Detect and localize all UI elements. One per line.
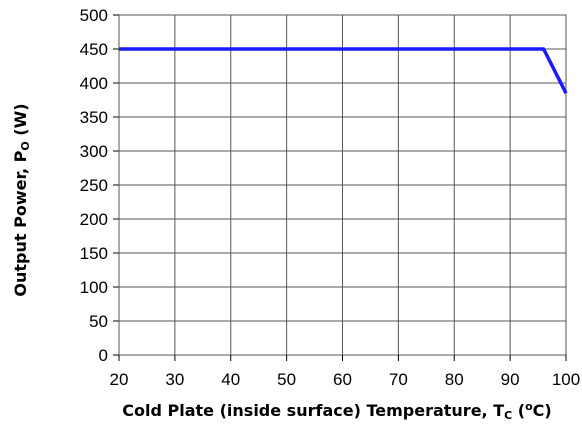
series-layer	[119, 47, 568, 94]
x-tick-label: 30	[165, 370, 184, 389]
grid	[113, 14, 567, 361]
x-axis-label-unit: C)	[533, 401, 552, 420]
y-tick-label: 100	[80, 278, 108, 297]
y-tick-label: 0	[99, 346, 108, 365]
y-tick-label: 150	[80, 244, 108, 263]
y-tick-label: 300	[80, 142, 108, 161]
y-axis-label: Output Power, PO (W)	[11, 103, 32, 296]
x-tick-label: 60	[333, 370, 352, 389]
y-axis-label-unit: (W)	[11, 103, 30, 141]
x-tick-label: 70	[389, 370, 408, 389]
x-tick-label: 80	[445, 370, 464, 389]
y-tick-label: 50	[89, 312, 108, 331]
x-tick-label: 90	[501, 370, 520, 389]
x-axis-label-main: Cold Plate (inside surface) Temperature,…	[122, 401, 504, 420]
tick-labels: 0 50 100 150 200 250 300 350 400 450 500 20 30 40 50 60…	[80, 6, 581, 389]
x-axis-label-paren: (	[512, 401, 525, 420]
y-tick-label: 200	[80, 210, 108, 229]
y-tick-label: 500	[80, 6, 108, 25]
x-axis-label-superscript: o	[525, 400, 533, 413]
x-tick-label: 20	[110, 370, 129, 389]
y-tick-label: 450	[80, 40, 108, 59]
x-tick-label: 50	[277, 370, 296, 389]
y-axis-label-subscript: O	[19, 141, 32, 150]
x-tick-label: 100	[552, 370, 580, 389]
y-tick-label: 250	[80, 176, 108, 195]
y-axis-label-main: Output Power, P	[11, 150, 30, 296]
x-axis-label: Cold Plate (inside surface) Temperature,…	[122, 400, 551, 422]
y-tick-label: 350	[80, 108, 108, 127]
y-tick-label: 400	[80, 74, 108, 93]
series-line-0	[119, 47, 568, 94]
x-tick-label: 40	[221, 370, 240, 389]
x-axis-label-subscript: C	[504, 409, 512, 422]
